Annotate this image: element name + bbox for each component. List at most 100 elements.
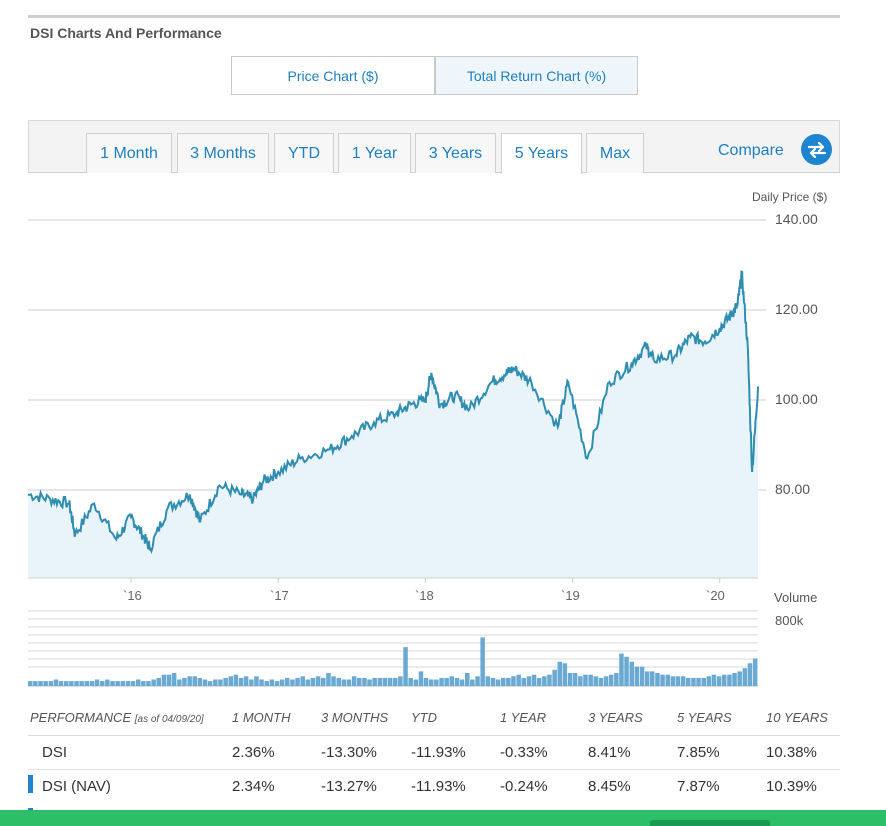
- volume-bar: [670, 676, 676, 686]
- compare-link[interactable]: Compare: [718, 142, 784, 159]
- section-title: DSI Charts And Performance: [30, 25, 222, 41]
- perf-value: -0.24%: [500, 778, 548, 795]
- range-tab-ytd[interactable]: YTD: [274, 133, 334, 173]
- perf-value: -11.93%: [411, 744, 466, 761]
- perf-value: -0.33%: [500, 744, 548, 761]
- volume-bar: [593, 676, 598, 686]
- volume-bar: [213, 679, 218, 686]
- volume-bar: [686, 677, 691, 686]
- volume-bar: [69, 681, 74, 686]
- range-tab-1-month[interactable]: 1 Month: [86, 133, 172, 173]
- volume-bar: [310, 677, 316, 686]
- y-tick-label: 140.00: [775, 211, 818, 227]
- volume-bar: [680, 676, 686, 686]
- volume-bar: [243, 676, 249, 686]
- volume-bar: [598, 677, 604, 686]
- volume-bar: [696, 677, 701, 686]
- volume-bar: [490, 677, 496, 686]
- volume-bar: [177, 679, 182, 686]
- volume-bar: [562, 663, 568, 686]
- x-tick-label: `16: [123, 588, 142, 603]
- volume-bar: [33, 681, 38, 686]
- volume-bar: [511, 676, 516, 686]
- volume-bar: [290, 679, 295, 686]
- volume-bar: [701, 677, 706, 686]
- volume-bar: [465, 673, 470, 686]
- volume-bar: [264, 681, 269, 686]
- col-ytd: YTD: [411, 710, 437, 725]
- volume-bar: [727, 674, 732, 686]
- y-tick-label: 80.00: [775, 481, 811, 497]
- fund-name: DSI: [42, 744, 68, 761]
- volume-bar: [536, 677, 542, 686]
- volume-bar: [547, 674, 552, 686]
- volume-bar: [38, 681, 43, 686]
- volume-bar: [192, 676, 197, 686]
- top-divider: [28, 15, 840, 18]
- price-axis-title: Daily Price ($): [752, 190, 828, 204]
- volume-bar: [423, 677, 429, 686]
- perf-value: 2.36%: [232, 744, 275, 761]
- x-tick-label: `20: [706, 588, 725, 603]
- volume-bar: [742, 668, 748, 686]
- volume-bar: [346, 679, 352, 686]
- volume-bar: [136, 679, 141, 686]
- volume-bar: [732, 673, 737, 686]
- table-row: DSI 2.36% -13.30% -11.93% -0.33% 8.41% 7…: [28, 736, 840, 770]
- volume-bar: [171, 673, 177, 686]
- volume-bar: [351, 676, 357, 686]
- volume-bar: [475, 676, 480, 686]
- volume-bar: [94, 679, 100, 686]
- volume-bar: [429, 679, 434, 686]
- volume-bar: [403, 647, 408, 686]
- range-tab-1-year[interactable]: 1 Year: [338, 133, 411, 173]
- volume-bar: [531, 674, 537, 686]
- volume-tick-label: 800k: [775, 613, 804, 628]
- volume-bar: [691, 677, 696, 686]
- volume-bar: [28, 681, 33, 686]
- volume-bar: [197, 677, 203, 686]
- volume-bar: [377, 677, 383, 686]
- perf-value: 2.34%: [232, 778, 275, 795]
- row-divider: [28, 769, 840, 770]
- price-chart-button[interactable]: Price Chart ($): [231, 56, 435, 95]
- volume-bar: [130, 681, 136, 686]
- volume-bar: [526, 676, 532, 686]
- perf-value: 7.85%: [677, 744, 720, 761]
- volume-bar: [84, 681, 89, 686]
- volume-bar: [634, 666, 640, 686]
- volume-bar: [387, 677, 393, 686]
- total-return-chart-button[interactable]: Total Return Chart (%): [435, 56, 638, 95]
- col-3-months: 3 MONTHS: [321, 710, 389, 725]
- perf-value: -13.30%: [321, 744, 377, 761]
- banner-button[interactable]: [650, 820, 770, 826]
- range-tab-5-years[interactable]: 5 Years: [501, 133, 582, 174]
- volume-bar: [362, 677, 367, 686]
- volume-bar: [321, 677, 326, 686]
- volume-bar: [48, 681, 54, 686]
- volume-bar: [300, 676, 305, 686]
- range-tab-3-months[interactable]: 3 Months: [177, 133, 269, 173]
- volume-bar: [161, 674, 167, 686]
- volume-bar: [372, 677, 377, 686]
- range-tab-3-years[interactable]: 3 Years: [415, 133, 496, 173]
- fund-name: DSI (NAV): [42, 778, 111, 795]
- volume-bar: [413, 679, 419, 686]
- volume-bar: [516, 674, 521, 686]
- perf-value: 10.38%: [766, 744, 817, 761]
- price-area-fill: [28, 270, 758, 578]
- volume-bar: [454, 677, 460, 686]
- volume-bar: [43, 681, 48, 686]
- volume-bar: [578, 676, 583, 686]
- volume-bar: [655, 673, 660, 686]
- swap-arrows-icon[interactable]: [801, 134, 832, 165]
- volume-bar: [583, 674, 588, 686]
- volume-bar: [182, 677, 187, 686]
- volume-bar: [64, 681, 69, 686]
- volume-bar: [285, 677, 290, 686]
- x-tick-label: `19: [561, 588, 580, 603]
- col-10-years: 10 YEARS: [766, 710, 828, 725]
- range-tab-max[interactable]: Max: [586, 133, 644, 173]
- volume-bar: [105, 679, 110, 686]
- volume-bar: [274, 681, 280, 686]
